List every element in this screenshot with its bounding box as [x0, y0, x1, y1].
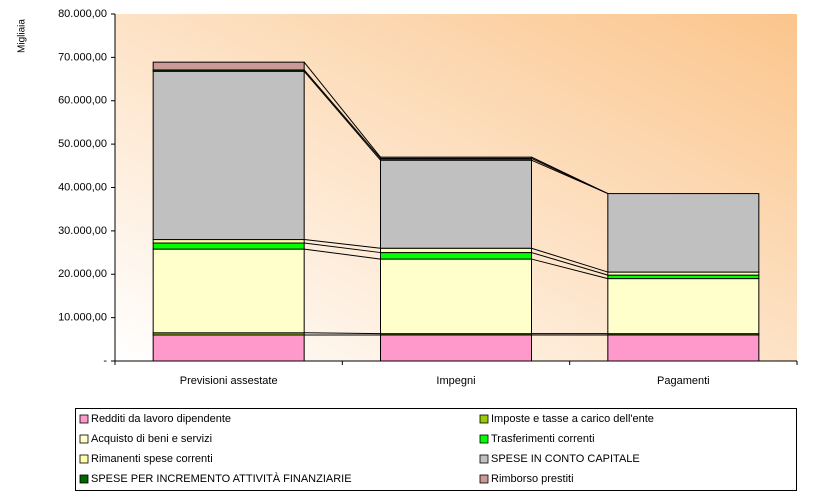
y-tick-label: 10.000,00 — [58, 312, 107, 324]
bar-segment — [607, 193, 760, 273]
connector-line — [304, 239, 381, 249]
y-tick-label: 80.000,00 — [58, 8, 107, 20]
y-tick-label: 60.000,00 — [58, 95, 107, 107]
x-tick-label: Impegni — [436, 375, 475, 387]
y-axis-label: Migliaia — [17, 19, 28, 53]
bar-segment — [152, 248, 305, 334]
legend — [75, 408, 797, 491]
x-tick-label: Previsioni assestate — [180, 375, 278, 387]
connector-line — [531, 258, 608, 280]
bar-segment — [152, 70, 305, 241]
y-tick-label: 20.000,00 — [58, 268, 107, 280]
connector-line — [304, 248, 381, 260]
connector-line — [531, 156, 609, 195]
connector-line — [531, 252, 608, 276]
legend-label: Imposte e tasse a carico dell'ente — [491, 413, 654, 425]
legend-swatch — [479, 474, 489, 484]
bar-segment — [607, 278, 760, 335]
bar-segment — [380, 252, 532, 260]
bar-segment — [152, 239, 305, 244]
connector-line — [304, 332, 381, 335]
connector-line — [303, 61, 381, 158]
legend-swatch — [79, 414, 89, 424]
bar-segment — [152, 334, 305, 362]
bar-segment — [152, 61, 305, 71]
legend-label: Trasferimenti correnti — [491, 433, 595, 445]
legend-label: Acquisto di beni e servizi — [91, 433, 212, 445]
legend-label: Redditi da lavoro dipendente — [91, 413, 231, 425]
legend-label: Rimborso prestiti — [491, 473, 574, 485]
legend-swatch — [79, 454, 89, 464]
legend-label: SPESE PER INCREMENTO ATTIVITÀ FINANZIARI… — [91, 472, 352, 485]
bar-segment — [380, 156, 532, 159]
legend-label: SPESE IN CONTO CAPITALE — [491, 453, 640, 465]
connector-line — [303, 69, 381, 159]
bar-segment — [607, 334, 760, 362]
x-tick-label: Pagamenti — [657, 375, 710, 387]
connector-line — [303, 70, 381, 161]
y-tick-label: 70.000,00 — [58, 51, 107, 63]
bar-segment — [152, 242, 305, 250]
legend-swatch — [479, 454, 489, 464]
connector-line — [304, 242, 381, 254]
bar-segment — [380, 258, 532, 335]
y-tick-label: 40.000,00 — [58, 181, 107, 193]
bar-segment — [380, 247, 532, 254]
legend-swatch — [479, 434, 489, 444]
legend-label: Rimanenti spese correnti — [91, 453, 213, 465]
legend-swatch — [479, 414, 489, 424]
y-tick-label: - — [103, 355, 107, 367]
legend-swatch — [79, 434, 89, 444]
bar-segment — [380, 334, 532, 362]
y-tick-label: 50.000,00 — [58, 138, 107, 150]
bar-segment — [380, 159, 532, 249]
connector-line — [531, 247, 608, 273]
y-tick-label: 30.000,00 — [58, 225, 107, 237]
bar-segment — [607, 274, 760, 280]
legend-swatch — [79, 474, 89, 484]
